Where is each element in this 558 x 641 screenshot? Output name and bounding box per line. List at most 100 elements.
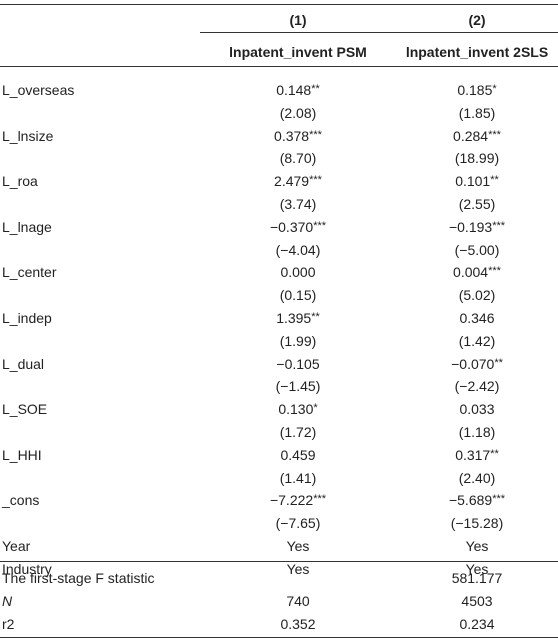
significance-stars: ***: [313, 493, 327, 505]
row-label: L_lnsize: [2, 126, 53, 146]
row-label: L_center: [2, 262, 56, 282]
footer-label-value: The first-stage F statistic: [2, 570, 155, 586]
row-label: L_indep: [2, 308, 52, 328]
significance-stars: ***: [309, 129, 322, 141]
sls-cell-value: −0.193: [448, 219, 493, 235]
col-2-title: lnpatent_invent 2SLS: [405, 44, 549, 60]
sls-cell: 0.284***: [396, 126, 558, 146]
sls-cell: 0.033: [396, 399, 558, 419]
significance-stars: *: [492, 83, 497, 95]
psm-cell: −0.105: [200, 354, 396, 374]
sls-cell: 0.234: [396, 614, 558, 634]
sls-cell-value: Yes: [465, 538, 489, 554]
sls-cell-value: (2.55): [458, 196, 496, 212]
row-label-value: L_lnsize: [2, 128, 54, 144]
sls-cell: −0.070**: [396, 354, 558, 374]
psm-cell: (−7.65): [200, 513, 396, 533]
row-label: Industry: [2, 559, 52, 579]
sls-cell: Yes: [396, 559, 558, 579]
significance-stars: *: [313, 402, 318, 414]
significance-stars: ***: [492, 493, 506, 505]
sls-cell: 0.346: [396, 308, 558, 328]
psm-cell: −7.222***: [200, 490, 396, 510]
row-label-value: Industry: [2, 561, 52, 577]
sls-cell-value: 4503: [461, 593, 493, 609]
footer-label: The first-stage F statistic: [2, 568, 154, 588]
psm-cell: −0.370***: [200, 217, 396, 237]
sls-cell-value: (5.02): [458, 287, 496, 303]
row-label-value: L_indep: [2, 310, 52, 326]
psm-cell-value: (3.74): [279, 196, 317, 212]
psm-cell: (0.15): [200, 285, 396, 305]
psm-cell-value: −7.222: [269, 492, 314, 508]
footer-label: r2: [2, 614, 14, 634]
row-label-value: L_lnage: [2, 219, 52, 235]
psm-cell-value: 0.148: [276, 82, 312, 98]
significance-stars: **: [490, 448, 499, 460]
significance-stars: ***: [492, 220, 506, 232]
sls-cell: (2.40): [396, 468, 558, 488]
footer-label: N: [2, 591, 12, 611]
row-label-value: L_center: [2, 264, 57, 280]
top-rule: [0, 4, 558, 5]
sls-cell: Yes: [396, 536, 558, 556]
psm-cell: 0.148**: [200, 80, 396, 100]
col-2-number: (2): [468, 12, 486, 28]
footer-label-value: N: [2, 593, 13, 609]
sls-cell: (1.85): [396, 103, 558, 123]
psm-cell: (−1.45): [200, 376, 396, 396]
sls-cell-value: (18.99): [454, 150, 500, 166]
psm-cell-value: (1.99): [279, 333, 317, 349]
psm-cell: 0.130*: [200, 399, 396, 419]
significance-stars: **: [494, 357, 503, 369]
psm-cell-value: (−7.65): [275, 515, 321, 531]
psm-cell-value: (1.41): [279, 470, 317, 486]
sls-cell-value: −5.689: [448, 492, 493, 508]
row-label-value: L_overseas: [2, 82, 75, 98]
sls-cell-value: (2.40): [458, 470, 496, 486]
footer-label-value: r2: [2, 616, 15, 632]
psm-cell-value: Yes: [286, 538, 310, 554]
row-label-value: L_dual: [2, 356, 45, 372]
psm-cell-value: 0.459: [280, 447, 316, 463]
row-label: L_SOE: [2, 399, 47, 419]
sls-cell: 0.185*: [396, 80, 558, 100]
significance-stars: ***: [313, 220, 327, 232]
significance-stars: ***: [488, 265, 501, 277]
sls-cell-value: (−2.42): [454, 378, 500, 394]
sls-cell-value: 0.101: [455, 173, 491, 189]
sls-cell-value: 0.317: [455, 447, 491, 463]
row-label-value: L_HHI: [2, 447, 42, 463]
psm-cell: 2.479***: [200, 171, 396, 191]
sls-cell-value: (1.18): [458, 424, 496, 440]
sls-cell: 581.177: [396, 568, 558, 588]
row-label: L_HHI: [2, 445, 42, 465]
psm-cell: (1.41): [200, 468, 396, 488]
significance-stars: **: [490, 174, 499, 186]
psm-cell-value: 1.395: [276, 310, 312, 326]
sls-cell-value: 0.004: [453, 264, 489, 280]
row-label-value: _cons: [2, 492, 40, 508]
sls-cell: (2.55): [396, 194, 558, 214]
row-label-value: L_roa: [2, 173, 38, 189]
col-1-title: lnpatent_invent PSM: [229, 44, 367, 60]
psm-cell-value: 0.000: [280, 264, 316, 280]
psm-cell-value: −0.105: [276, 356, 320, 372]
sls-cell: (−5.00): [396, 240, 558, 260]
psm-cell-value: (2.08): [279, 105, 317, 121]
col-1-number: (1): [289, 12, 307, 28]
sls-cell: −5.689***: [396, 490, 558, 510]
row-label-value: Year: [2, 538, 31, 554]
row-label: L_lnage: [2, 217, 52, 237]
psm-cell: Yes: [200, 559, 396, 579]
psm-cell: Yes: [200, 536, 396, 556]
row-label: L_roa: [2, 171, 38, 191]
sls-cell: 4503: [396, 591, 558, 611]
sls-cell: (18.99): [396, 148, 558, 168]
sls-cell-value: (−5.00): [454, 242, 500, 258]
sls-cell: (−15.28): [396, 513, 558, 533]
psm-cell-value: 0.378: [274, 128, 310, 144]
psm-cell-value: (8.70): [279, 150, 317, 166]
psm-cell: (8.70): [200, 148, 396, 168]
